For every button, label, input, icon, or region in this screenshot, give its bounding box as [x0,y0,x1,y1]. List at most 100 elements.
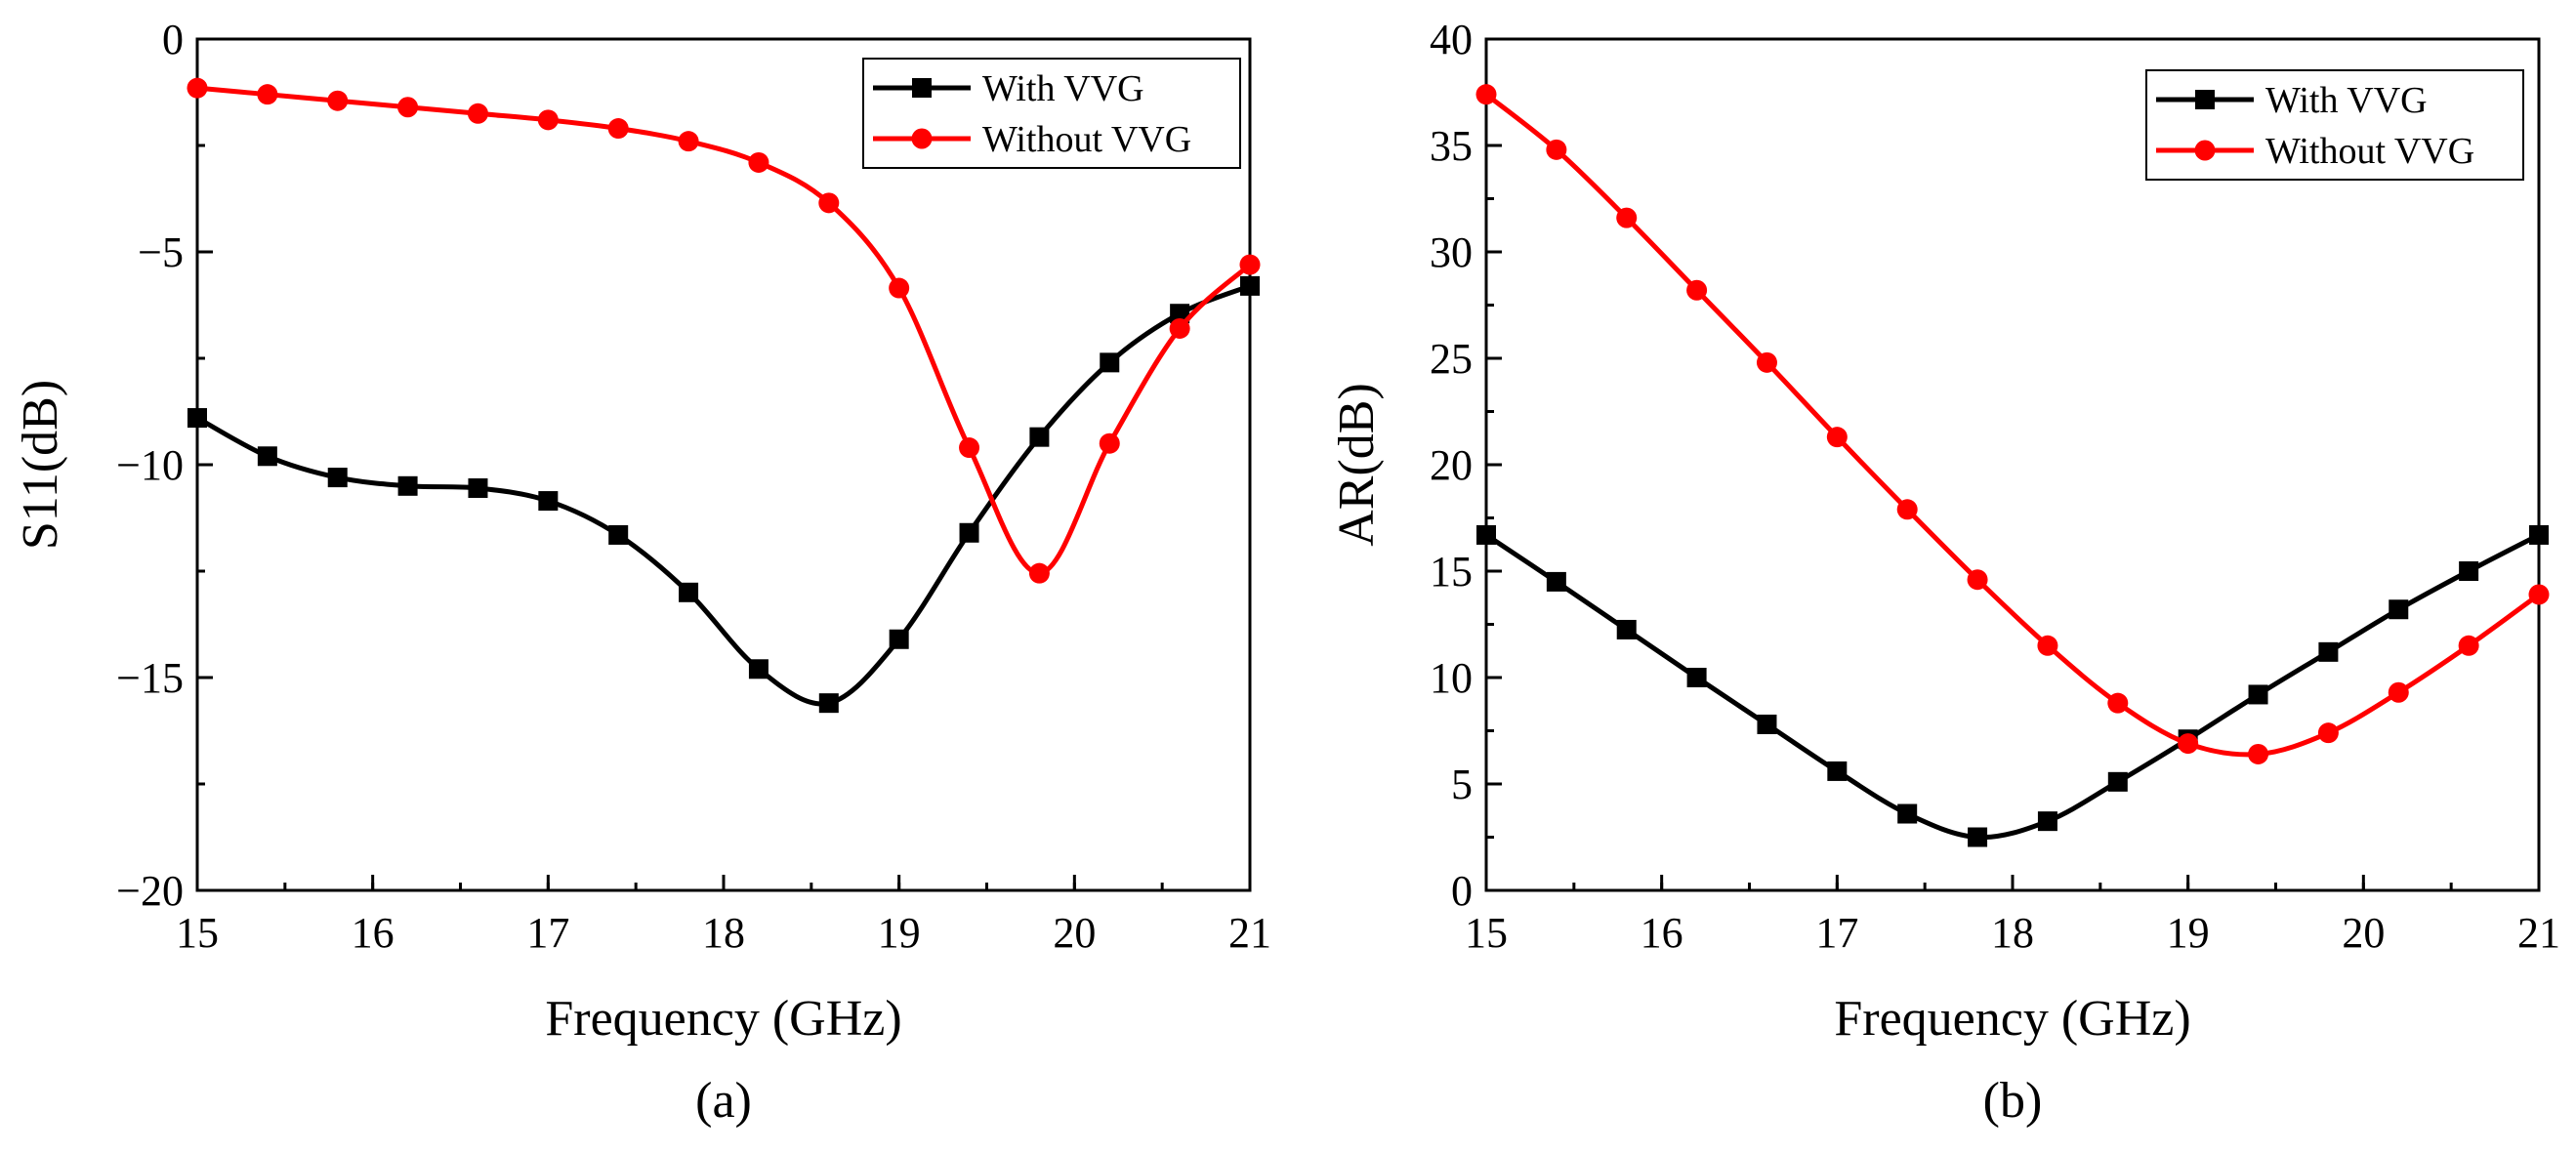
data-point-circle-a [187,77,208,99]
data-point-circle-a [678,131,699,152]
data-point-circle-a [959,437,980,459]
data-point-circle-a [1169,317,1190,339]
data-point-square-b [1476,524,1496,545]
data-point-circle-a [467,103,488,124]
data-point-square-b [1686,668,1707,687]
data-point-square-b [2248,684,2268,705]
x-tick-label-b: 20 [2342,909,2385,957]
data-point-circle-b [2178,733,2199,755]
data-point-square-b [1968,827,1988,847]
panel-label-a: (a) [695,1073,752,1129]
x-tick-label-b: 19 [2167,909,2210,957]
x-axis-title-b: Frequency (GHz) [1834,991,2190,1047]
data-point-square-a [468,477,488,498]
data-point-square-b [1827,761,1848,781]
y-tick-label-b: 5 [1451,761,1473,808]
y-tick-label-b: 25 [1430,335,1473,383]
data-point-circle-a [1239,254,1261,275]
data-point-circle-b [2037,635,2058,656]
data-point-circle-b [2458,635,2479,656]
y-tick-label-a: −5 [138,228,184,276]
x-tick-label-b: 21 [2517,909,2560,957]
data-point-circle-b [1686,279,1708,301]
data-point-square-a [327,468,348,488]
x-tick-label-a: 17 [526,909,569,957]
x-tick-label-b: 16 [1641,909,1683,957]
y-tick-label-b: 20 [1430,441,1473,489]
x-tick-label-a: 20 [1053,909,1096,957]
x-axis-title-a: Frequency (GHz) [545,991,901,1047]
data-point-circle-b [2248,743,2269,764]
data-point-square-b [1757,714,1777,734]
x-tick-label-a: 16 [352,909,395,957]
data-point-circle-b [2528,584,2550,605]
y-tick-label-a: −15 [116,654,184,702]
data-point-circle-b [1616,207,1638,228]
data-point-circle-a [607,118,629,140]
legend-label-a-1: Without VVG [982,119,1191,160]
data-point-square-a [889,629,909,649]
chart-panel-b: 15 16 17 18 19 20 21 0 5 10 15 20 25 30 35 40 Frequency … [1329,16,2560,1129]
y-axis-title-b: AR(dB) [1329,383,1385,547]
data-point-circle-b [1546,139,1567,160]
data-point-circle-a [1028,562,1050,584]
y-tick-label-b: 40 [1430,16,1473,63]
data-point-square-a [679,582,699,602]
legend-label-a-0: With VVG [982,68,1144,109]
data-point-square-a [1029,427,1050,447]
x-tick-label-b: 17 [1815,909,1858,957]
data-point-circle-b [1756,351,1777,373]
y-tick-label-b: 15 [1430,548,1473,596]
panel-label-b: (b) [1983,1073,2043,1129]
data-point-square-a [748,659,769,679]
x-tick-label-b: 15 [1465,909,1508,957]
data-point-square-a [397,475,418,496]
data-point-circle-b [2317,722,2339,744]
legend-box-a [862,58,1241,169]
series-line-a-0 [195,283,1251,707]
y-tick-label-a: −10 [116,441,184,489]
x-tick-label-a: 21 [1228,909,1271,957]
y-tick-label-b: 10 [1430,654,1473,702]
data-point-square-b [2037,811,2057,832]
data-point-square-a [257,446,277,467]
data-point-square-b [1897,803,1918,824]
data-point-square-a [187,408,207,429]
series-line-b-0 [1484,532,2541,841]
data-point-square-a [818,693,839,714]
data-point-square-a [1170,304,1190,324]
data-point-square-a [608,524,629,545]
data-point-square-b [2529,524,2549,545]
data-point-circle-b [1967,569,1988,591]
y-axis-title-a: S11(dB) [13,380,68,550]
data-point-circle-a [1099,432,1120,454]
data-point-square-a [1240,275,1260,296]
legend-marker-circle-b [2194,140,2216,161]
data-point-circle-a [818,192,840,214]
data-point-square-b [2459,561,2479,581]
x-tick-label-a: 18 [702,909,745,957]
x-tick-label-a: 15 [176,909,219,957]
y-tick-label-b: 0 [1451,867,1473,915]
data-point-square-b [1616,619,1637,639]
data-point-circle-a [537,109,559,131]
data-point-circle-a [748,151,769,173]
y-tick-label-a: 0 [162,16,184,63]
y-tick-label-a: −20 [116,867,184,915]
data-point-square-b [2107,771,2128,792]
chart-panel-a: 15 16 17 18 19 20 21 −20 −15 −10 −5 0 Frequency (GHz… [13,16,1271,1129]
series-line-b-1 [1484,92,2541,758]
data-point-square-a [959,522,979,543]
data-point-circle-b [2107,692,2129,714]
data-point-square-b [2389,599,2409,620]
data-point-square-a [1100,352,1120,373]
legend-marker-square-a [912,78,932,98]
y-tick-label-b: 30 [1430,228,1473,276]
data-point-circle-b [2388,681,2409,703]
data-point-square-b [2318,641,2339,662]
x-tick-label-b: 18 [1991,909,2034,957]
legend-marker-circle-a [911,128,933,149]
data-point-circle-a [397,97,419,118]
y-tick-label-b: 35 [1430,122,1473,170]
legend-a: With VVG Without VVG [862,58,1241,169]
